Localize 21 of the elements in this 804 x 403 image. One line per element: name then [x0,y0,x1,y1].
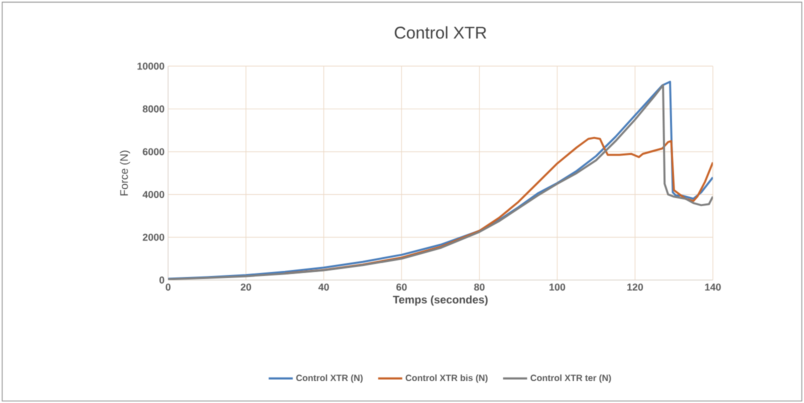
x-tick-label: 0 [166,283,170,291]
x-tick-label: 40 [318,283,329,291]
legend-label: Control XTR ter (N) [530,374,611,383]
chart-title: Control XTR [394,26,486,39]
x-tick-label: 80 [474,283,485,291]
x-tick-label: 140 [705,283,721,291]
y-tick-label: 6000 [142,148,164,156]
legend-label: Control XTR bis (N) [406,374,488,383]
y-tick-label: 0 [159,276,164,284]
x-axis-title: Temps (secondes) [392,295,488,306]
line-series [284,136,713,274]
legend-label: Control XTR (N) [296,374,363,383]
y-tick-label: 4000 [142,190,164,198]
x-tick-label: 100 [550,283,566,291]
x-tick-label: 120 [627,283,643,291]
y-tick-label: 10000 [138,62,164,70]
y-axis-title: Force (N) [120,150,130,196]
y-tick-label: 8000 [142,105,164,112]
x-tick-label: 60 [396,283,407,291]
x-tick-label: 20 [240,283,252,291]
y-tick-label: 2000 [142,234,164,241]
